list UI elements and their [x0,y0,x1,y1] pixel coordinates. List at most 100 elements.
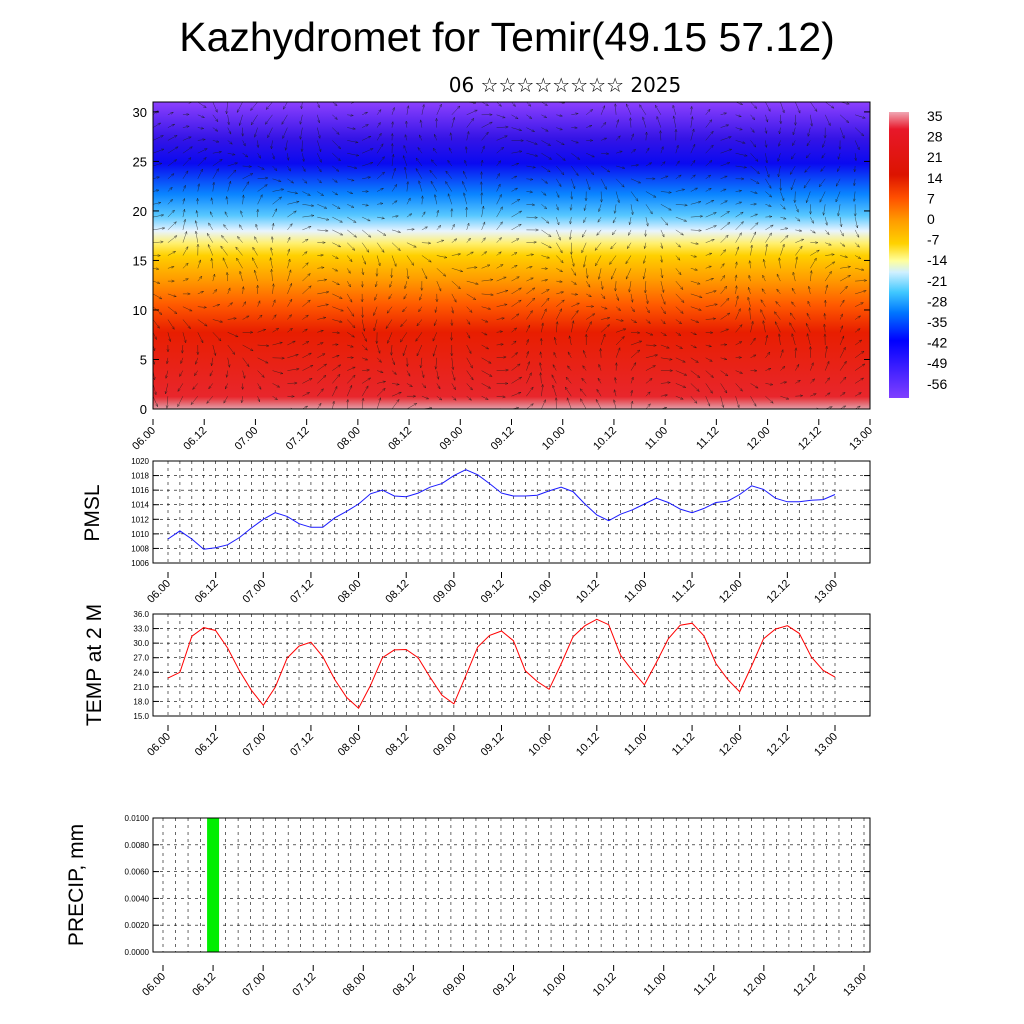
pmsl-frame [152,460,871,564]
y-tick-label: 1016 [131,486,149,495]
colorbar-gradient [889,112,909,398]
y-tick-label: 25 [133,154,147,169]
y-tick-label: 33.0 [133,625,149,634]
x-tick-label: 06.12 [190,971,218,999]
colorbar-label: -56 [927,376,947,392]
y-tick-label: 1008 [131,544,149,553]
pmsl-x-axis: 06.00 06.12 07.00 07.12 08.00 08.12 09.00 09.12… [145,572,840,606]
x-tick-label: 07.00 [240,578,268,606]
x-tick-label: 11.00 [622,578,649,605]
precip-frame [152,817,871,953]
colorbar-label: -14 [927,252,947,268]
x-tick-label: 10.00 [540,425,568,453]
x-tick-label: 07.12 [290,971,318,999]
x-tick-label: 11.12 [692,971,719,998]
x-tick-label: 09.00 [431,731,459,759]
x-tick-label: 08.12 [386,425,414,453]
y-tick-label: 1012 [131,515,149,524]
y-tick-label: 30.0 [133,639,149,648]
colorbar: 35 28 21 14 7 0 -7 -14 -21 -28 -35 -42 -49 -56 [889,108,947,398]
x-tick-label: 09.00 [431,578,459,606]
colorbar-label: -42 [927,335,947,351]
y-tick-label: 1014 [131,501,149,510]
x-tick-label: 09.12 [491,971,519,999]
x-tick-label: 12.12 [791,971,819,999]
colorbar-labels: 35 28 21 14 7 0 -7 -14 -21 -28 -35 -42 -49 -56 [927,108,947,392]
y-tick-label: 18.0 [133,697,149,706]
y-tick-label: 15 [133,253,147,268]
x-tick-label: 12.12 [765,578,793,606]
x-tick-label: 10.12 [574,731,602,759]
x-tick-label: 12.00 [717,731,745,759]
page-subtitle: 06 ☆☆☆☆☆☆☆☆ 2025 [448,73,682,97]
x-tick-label: 11.12 [670,578,697,605]
x-tick-label: 07.12 [284,425,312,453]
x-tick-label: 12.12 [796,425,824,453]
precip-panel: 0.0000 0.0020 0.0040 0.0060 0.0080 0.0100 06.… [65,814,871,999]
cross-section-frame [152,101,871,410]
pmsl-ylabel: PMSL [81,484,104,541]
temp-x-axis: 06.00 06.12 07.00 07.12 08.00 08.12 09.00 09.12… [145,725,840,759]
y-tick-label: 30 [133,105,147,120]
x-tick-label: 10.00 [541,971,569,999]
colorbar-label: 0 [927,211,935,227]
x-tick-label: 10.12 [591,971,619,999]
colorbar-label: -21 [927,273,947,289]
y-tick-label: 0.0100 [125,814,150,823]
precip-grid [153,817,870,953]
precip-ylabel: PRECIP, mm [65,824,88,946]
x-tick-label: 08.00 [336,578,364,606]
x-tick-label: 08.12 [383,731,411,759]
x-tick-label: 06.12 [181,425,209,453]
page-title: Kazhydromet for Temir(49.15 57.12) [179,14,835,60]
y-tick-label: 0.0000 [125,948,150,957]
colorbar-label: -28 [927,293,947,309]
y-tick-label: 1010 [131,530,149,539]
colorbar-label: -35 [927,314,947,330]
x-tick-label: 13.00 [841,971,869,999]
x-tick-label: 09.00 [437,425,465,453]
cross-section-y-axis: 0 5 10 15 20 25 30 [133,105,870,417]
x-tick-label: 06.00 [145,731,173,759]
x-tick-label: 10.00 [526,731,554,759]
x-tick-label: 13.00 [847,425,875,453]
temp-ylabel: TEMP at 2 M [83,604,106,726]
y-tick-label: 0.0040 [125,894,150,903]
x-tick-label: 09.00 [441,971,469,999]
x-tick-label: 12.00 [741,971,769,999]
y-tick-label: 36.0 [133,610,149,619]
temp-grid [153,613,870,717]
x-tick-label: 08.00 [336,731,364,759]
x-tick-label: 07.12 [288,731,316,759]
x-tick-label: 09.12 [479,578,507,606]
temp-y-axis: 15.0 18.0 21.0 24.0 27.0 30.0 33.0 36.0 [133,610,870,721]
x-tick-label: 08.00 [335,425,363,453]
x-tick-label: 11.12 [670,731,697,758]
x-tick-label: 13.00 [812,731,840,759]
y-tick-label: 0.0080 [125,841,150,850]
cross-section-panel: 0 5 10 15 20 25 30 06.00 06.12 07.00 07.12 08.00 08… [130,101,875,453]
colorbar-label: 21 [927,149,943,165]
x-tick-label: 12.12 [765,731,793,759]
x-tick-label: 07.00 [233,425,261,453]
colorbar-label: 14 [927,170,943,186]
precip-bar [207,818,220,952]
x-tick-label: 11.12 [694,425,721,452]
x-tick-label: 08.12 [383,578,411,606]
y-tick-label: 20 [133,204,147,219]
x-tick-label: 11.00 [643,425,670,452]
precip-y-axis: 0.0000 0.0020 0.0040 0.0060 0.0080 0.0100 [125,814,870,957]
colorbar-label: 28 [927,129,943,145]
x-tick-label: 12.00 [745,425,773,453]
y-tick-label: 27.0 [133,654,149,663]
y-tick-label: 5 [140,352,147,367]
x-tick-label: 11.00 [622,731,649,758]
x-tick-label: 06.00 [130,425,158,453]
x-tick-label: 06.12 [193,578,221,606]
x-tick-label: 10.00 [526,578,554,606]
x-tick-label: 08.00 [340,971,368,999]
y-tick-label: 0.0060 [125,868,150,877]
wind-vectors [153,102,870,409]
